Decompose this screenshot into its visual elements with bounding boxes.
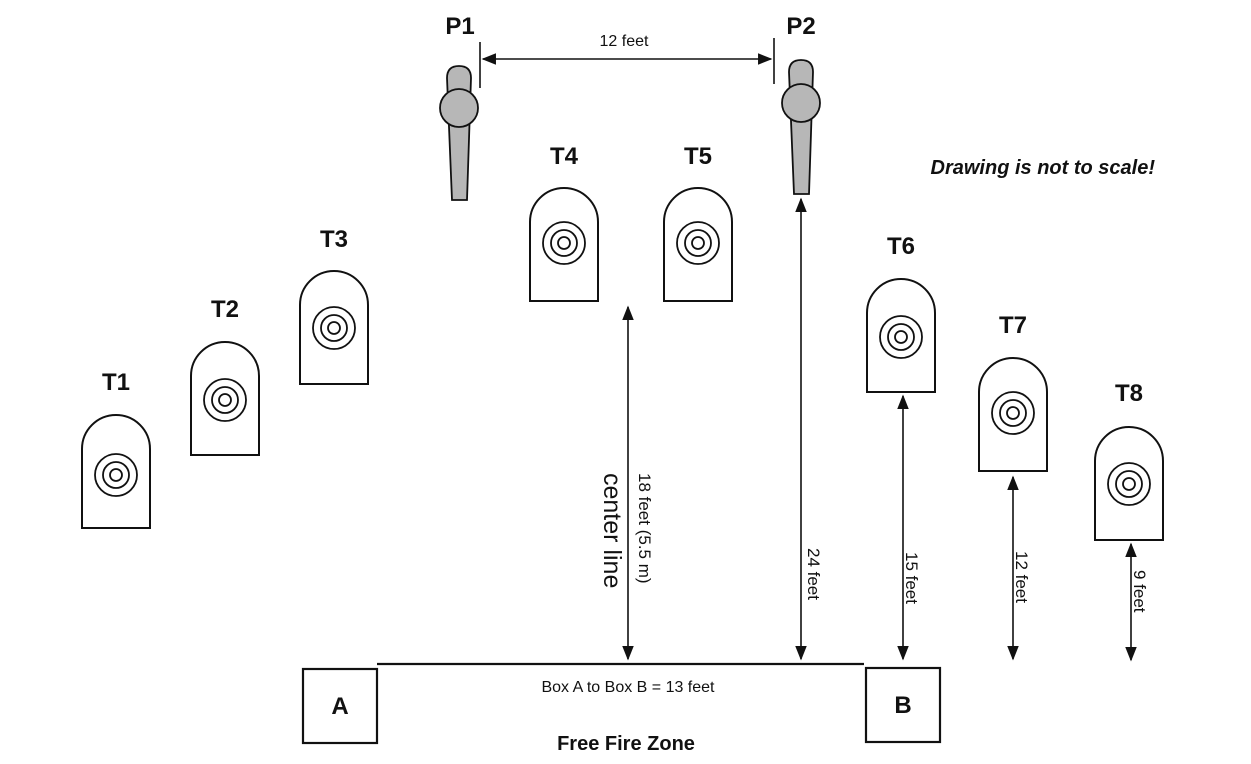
p2-dimension-label: 24 feet (804, 548, 823, 600)
target-t3-bullseye (312, 306, 356, 350)
target-t4: T4 (529, 143, 599, 302)
target-t3-label: T3 (320, 226, 348, 253)
target-t2-body (190, 341, 260, 456)
target-t3: T3 (299, 226, 369, 385)
target-t6-bullseye (879, 315, 923, 359)
box-b-label: B (894, 692, 911, 719)
target-t8: T8 (1094, 380, 1164, 541)
target-t6-body (866, 278, 936, 393)
target-t5: T5 (663, 143, 733, 302)
p2-dimension: 24 feet (795, 197, 823, 661)
box-b-outline (864, 666, 942, 744)
post-p1: P1 (439, 13, 479, 201)
free-fire-zone-label: Free Fire Zone (557, 733, 695, 755)
post-spacing-label: 12 feet (600, 33, 649, 50)
t7-dimension: 12 feet (1007, 475, 1031, 661)
target-t8-body (1094, 426, 1164, 541)
box-distance-label: Box A to Box B = 13 feet (541, 679, 715, 696)
target-t2: T2 (190, 296, 260, 456)
target-t6-label: T6 (887, 233, 915, 260)
post-p2-label: P2 (786, 13, 815, 40)
post-p2: P2 (781, 13, 821, 195)
target-t7-body (978, 357, 1048, 472)
t7-dimension-label: 12 feet (1012, 551, 1031, 603)
center-dimension: 18 feet (5.5 m) center line (598, 305, 654, 661)
box-b: B (864, 666, 942, 744)
target-t1: T1 (81, 369, 151, 529)
post-spacing-dimension: 12 feet (479, 33, 775, 88)
target-t4-label: T4 (550, 143, 579, 170)
target-t2-label: T2 (211, 296, 239, 323)
target-t7-bullseye (991, 391, 1035, 435)
target-t5-body (663, 187, 733, 302)
target-t3-body (299, 270, 369, 385)
post-p2-knob (781, 83, 821, 123)
target-t2-bullseye (203, 378, 247, 422)
target-t4-body (529, 187, 599, 302)
center-dimension-label: 18 feet (5.5 m) (635, 473, 654, 584)
center-line-label: center line (598, 473, 626, 588)
target-t8-label: T8 (1115, 380, 1143, 407)
target-t7-label: T7 (999, 312, 1027, 339)
box-a-outline (301, 667, 379, 745)
post-p1-label: P1 (445, 13, 474, 40)
target-t1-body (81, 414, 151, 529)
post-p2-shaft (788, 59, 814, 195)
target-t1-bullseye (94, 453, 138, 497)
t8-dimension: 9 feet (1125, 542, 1149, 662)
box-a-label: A (331, 693, 348, 720)
target-t5-label: T5 (684, 143, 712, 170)
post-p1-shaft (446, 65, 472, 201)
t8-dimension-label: 9 feet (1130, 570, 1149, 613)
post-p1-knob (439, 88, 479, 128)
box-a: A (301, 667, 379, 745)
target-t1-label: T1 (102, 369, 130, 396)
target-t4-bullseye (542, 221, 586, 265)
target-t8-bullseye (1107, 462, 1151, 506)
target-t7: T7 (978, 312, 1048, 472)
t6-dimension-label: 15 feet (902, 552, 921, 604)
target-t6: T6 (866, 233, 936, 393)
target-t5-bullseye (676, 221, 720, 265)
not-to-scale-note: Drawing is not to scale! (931, 157, 1156, 179)
t6-dimension: 15 feet (897, 394, 921, 661)
